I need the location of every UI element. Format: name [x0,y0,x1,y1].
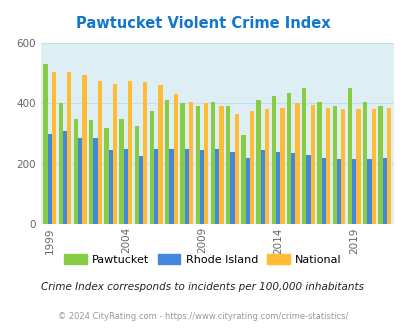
Bar [382,158,386,224]
Bar [134,126,139,224]
Bar [377,106,382,224]
Bar [149,111,154,224]
Bar [93,138,97,224]
Bar [256,100,260,224]
Bar [47,134,52,224]
Bar [295,103,299,224]
Bar [325,108,329,224]
Bar [332,106,336,224]
Bar [97,81,102,224]
Bar [386,108,390,224]
Bar [264,110,269,224]
Bar [347,88,351,224]
Bar [371,110,375,224]
Bar [165,100,169,224]
Bar [249,111,254,224]
Bar [219,106,223,224]
Bar [279,108,284,224]
Bar [367,159,371,224]
Bar [234,114,238,224]
Bar [82,75,86,224]
Bar [241,135,245,224]
Bar [139,156,143,224]
Bar [173,94,177,224]
Bar [184,149,188,224]
Bar [43,64,47,224]
Bar [301,88,306,224]
Bar [169,149,173,224]
Bar [245,158,249,224]
Bar [180,103,184,224]
Bar [58,103,63,224]
Bar [124,149,128,224]
Text: © 2024 CityRating.com - https://www.cityrating.com/crime-statistics/: © 2024 CityRating.com - https://www.city… [58,312,347,321]
Bar [210,102,215,224]
Bar [158,85,162,224]
Bar [108,150,113,224]
Bar [260,150,264,224]
Bar [230,152,234,224]
Bar [286,93,290,224]
Bar [74,118,78,224]
Bar [143,82,147,224]
Bar [317,102,321,224]
Bar [275,152,279,224]
Bar [119,118,124,224]
Bar [336,159,340,224]
Bar [63,131,67,224]
Bar [204,103,208,224]
Bar [104,128,108,224]
Bar [113,84,117,224]
Bar [356,110,360,224]
Bar [321,158,325,224]
Bar [52,72,56,224]
Bar [215,149,219,224]
Bar [290,153,295,224]
Bar [226,106,230,224]
Bar [188,102,193,224]
Bar [89,120,93,224]
Bar [128,81,132,224]
Bar [199,150,204,224]
Text: Crime Index corresponds to incidents per 100,000 inhabitants: Crime Index corresponds to incidents per… [41,282,364,292]
Bar [154,149,158,224]
Bar [306,155,310,224]
Bar [78,138,82,224]
Bar [362,102,367,224]
Bar [271,96,275,224]
Bar [195,106,199,224]
Legend: Pawtucket, Rhode Island, National: Pawtucket, Rhode Island, National [60,250,345,269]
Bar [340,110,345,224]
Bar [67,72,71,224]
Bar [351,159,356,224]
Text: Pawtucket Violent Crime Index: Pawtucket Violent Crime Index [75,16,330,31]
Bar [310,105,314,224]
